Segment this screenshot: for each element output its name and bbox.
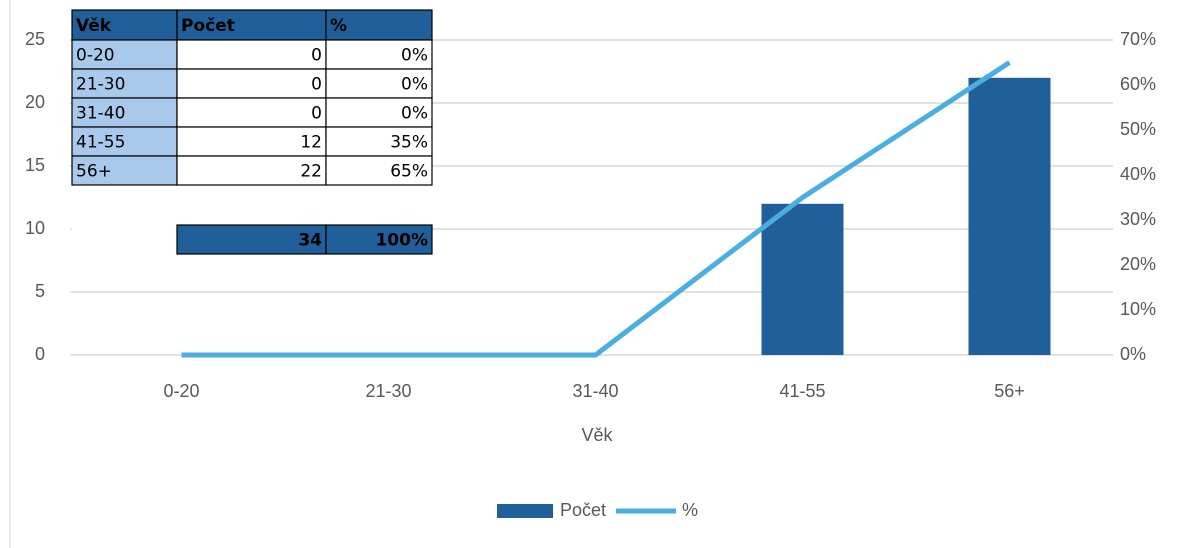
x-tick-label: 56+ [994, 381, 1025, 401]
table-text: 22 [300, 162, 322, 182]
y-tick-label: 5 [35, 281, 45, 301]
line [181, 60, 1011, 358]
table-cell [325, 39, 433, 70]
table-cell [176, 97, 327, 128]
y2-tick-label: 40% [1120, 164, 1156, 184]
table-text: 31-40 [76, 104, 125, 124]
y-tick-label: 15 [25, 155, 45, 175]
table-cell [325, 126, 433, 157]
table-cell [325, 224, 433, 255]
table-cell [176, 68, 327, 99]
table-text: 100% [375, 231, 428, 251]
table-text: % [330, 16, 347, 36]
table-text: 65% [390, 162, 428, 182]
table-text: 56+ [76, 162, 112, 182]
x-tick-label: 31-40 [572, 381, 618, 401]
table-text: 35% [390, 133, 428, 153]
table-text: 34 [298, 231, 322, 251]
x-axis-label: Věk [581, 425, 613, 445]
y2-tick-label: 30% [1120, 209, 1156, 229]
table-text: 0 [311, 104, 322, 124]
table-text: Věk [76, 16, 112, 36]
y-tick-label: 10 [25, 218, 45, 238]
y-tick-label: 0 [35, 344, 45, 364]
table-text: 0 [311, 75, 322, 95]
y2-tick-label: 20% [1120, 254, 1156, 274]
table-cell [71, 155, 178, 186]
legend-label: % [682, 500, 698, 520]
y2-tick-label: 10% [1120, 299, 1156, 319]
x-tick-label: 41-55 [779, 381, 825, 401]
table-text: 0 [311, 46, 322, 66]
table-cell [176, 155, 327, 186]
legend-label: Počet [560, 500, 606, 520]
table-cell [176, 39, 327, 70]
x-tick-label: 21-30 [365, 381, 411, 401]
y2-tick-label: 70% [1120, 29, 1156, 49]
table-cell [71, 9, 178, 41]
y2-tick-label: 60% [1120, 74, 1156, 94]
table-cell [176, 224, 327, 255]
x-tick-label: 0-20 [163, 381, 199, 401]
table-cell [325, 155, 433, 186]
table-text: Počet [181, 16, 235, 36]
table-text: 0% [401, 46, 428, 66]
table-cell [325, 9, 433, 41]
table-text: 41-55 [76, 133, 125, 153]
y2-tick-label: 50% [1120, 119, 1156, 139]
legend-swatch [497, 504, 553, 518]
table-cell [176, 126, 327, 157]
table-text: 0-20 [76, 46, 115, 66]
bar [968, 77, 1051, 356]
y-tick-label: 20 [25, 92, 45, 112]
table-text: 21-30 [76, 75, 125, 95]
table-cell [71, 97, 178, 128]
y-tick-label: 25 [25, 29, 45, 49]
table-cell [71, 39, 178, 70]
table-text: 12 [300, 133, 322, 153]
table-text: 0% [401, 104, 428, 124]
table-cell [325, 97, 433, 128]
table-text: 0% [401, 75, 428, 95]
table-cell [71, 68, 178, 99]
y2-tick-label: 0% [1120, 344, 1146, 364]
bar [761, 203, 844, 355]
